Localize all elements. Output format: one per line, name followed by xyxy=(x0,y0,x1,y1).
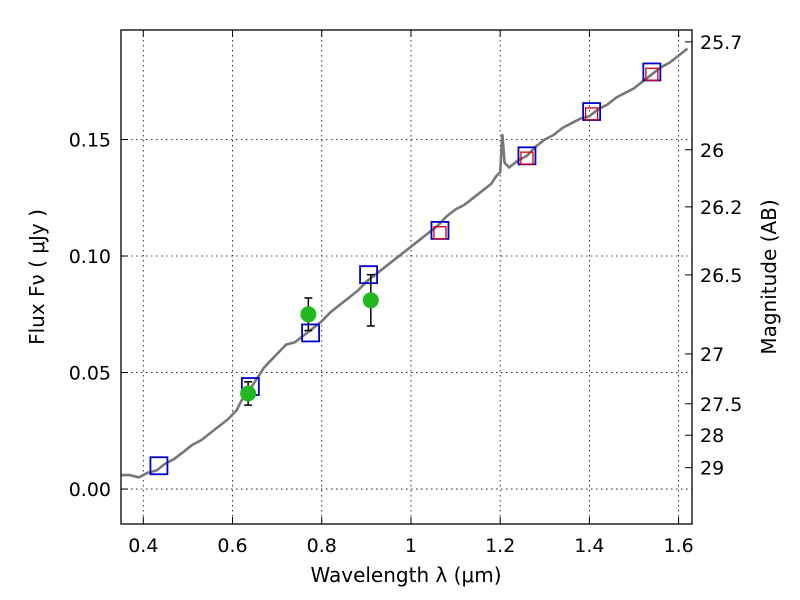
red-square-marker xyxy=(584,107,599,121)
y-axis-label: Flux Fν ( μJy ) xyxy=(25,209,49,345)
right-tick-label: 26.5 xyxy=(700,265,742,287)
red-square-marker xyxy=(645,67,659,81)
chart-marks xyxy=(121,47,689,479)
x-axis-label: Wavelength λ (μm) xyxy=(310,563,501,587)
right-tick-label: 27.5 xyxy=(700,394,742,416)
green-data-point xyxy=(362,292,379,309)
right-tick-label: 25.7 xyxy=(700,32,742,54)
blue-square-marker xyxy=(301,323,320,343)
grid xyxy=(121,30,692,524)
x-tick-label: 1.2 xyxy=(485,535,515,557)
x-tick-label: 1 xyxy=(405,535,417,557)
x-tick-label: 0.8 xyxy=(307,535,337,557)
right-axis-label: Magnitude (AB) xyxy=(757,199,781,354)
green-data-point xyxy=(240,385,257,402)
right-tick-label: 26.2 xyxy=(700,197,742,219)
plot-frame xyxy=(120,29,693,525)
y-tick-label: 0.00 xyxy=(69,479,111,501)
blue-square-marker xyxy=(359,265,378,285)
red-square-marker xyxy=(520,151,534,165)
blue-square-marker xyxy=(149,456,169,476)
right-tick-label: 29 xyxy=(700,458,724,480)
right-tick-label: 28 xyxy=(700,425,724,447)
spectrum-line xyxy=(121,47,689,479)
right-tick-label: 27 xyxy=(700,344,724,366)
y-tick-label: 0.05 xyxy=(69,363,111,385)
x-tick-label: 0.4 xyxy=(128,535,158,557)
green-data-point xyxy=(300,306,317,323)
x-tick-label: 1.4 xyxy=(574,535,604,557)
right-tick-label: 26 xyxy=(700,140,724,162)
y-tick-label: 0.10 xyxy=(69,246,111,268)
x-tick-label: 1.6 xyxy=(664,535,694,557)
x-tick-label: 0.6 xyxy=(217,535,247,557)
red-square-marker xyxy=(433,226,447,240)
y-tick-label: 0.15 xyxy=(69,130,111,152)
axis-ticks: 0.4 0.6 0.8 1 1.2 1.4 1.6 0.00 0.05 0.10 0.15 25.7 2… xyxy=(69,30,742,557)
